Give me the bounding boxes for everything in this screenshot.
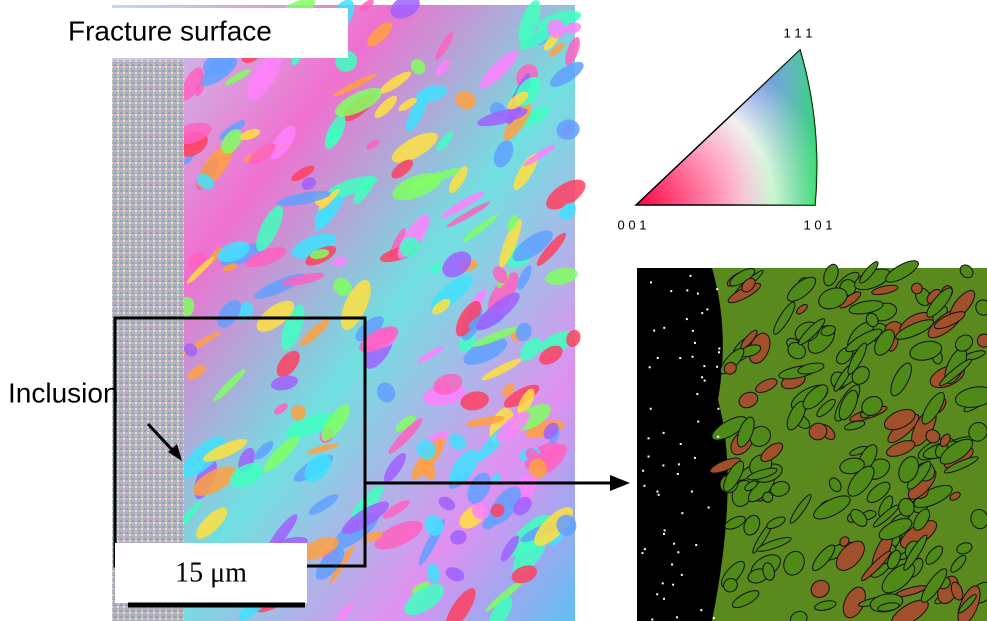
- grain: [650, 281, 652, 283]
- grain: [679, 357, 681, 359]
- zoom-map: [637, 257, 987, 621]
- inclusion-dark: [637, 268, 728, 621]
- grain: [717, 436, 719, 438]
- grain: [708, 507, 710, 509]
- ipf-overlay: [636, 50, 817, 205]
- grain: [691, 491, 693, 493]
- grain: [663, 533, 665, 535]
- grain: [694, 457, 696, 459]
- grain: [713, 617, 715, 619]
- ipf-label: 0 0 1: [618, 217, 647, 232]
- figure: Fracture surface Inclusion 15 μm 1 1 1 0…: [0, 0, 987, 621]
- grain: [642, 470, 644, 472]
- grain: [647, 437, 649, 439]
- fracture-label: Fracture surface: [68, 15, 272, 46]
- grain: [662, 464, 664, 466]
- grain: [704, 380, 706, 382]
- grain: [695, 544, 697, 546]
- grain: [701, 376, 703, 378]
- grain: [656, 491, 658, 493]
- grain: [673, 543, 675, 545]
- inclusion-label: Inclusion: [8, 377, 119, 408]
- grain: [716, 288, 718, 290]
- grain: [692, 330, 694, 332]
- grain: [656, 593, 658, 595]
- grain: [650, 408, 652, 410]
- grain: [658, 494, 660, 496]
- grain: [653, 330, 655, 332]
- grain: [686, 289, 688, 291]
- grain: [697, 293, 699, 295]
- grain: [643, 485, 645, 487]
- grain: [700, 609, 702, 611]
- grain: [647, 456, 649, 458]
- grain: [672, 584, 674, 586]
- grain: [690, 275, 692, 277]
- grain: [671, 564, 673, 566]
- grain: [663, 327, 665, 329]
- grain: [649, 366, 651, 368]
- grain: [681, 574, 683, 576]
- grain: [664, 529, 666, 531]
- grain: [692, 356, 694, 358]
- ipf-label: 1 0 1: [804, 217, 833, 232]
- grain: [670, 290, 672, 292]
- grain: [718, 348, 720, 350]
- grain: [717, 408, 719, 410]
- arrow-head: [610, 475, 630, 491]
- grain: [697, 421, 699, 423]
- grain: [716, 366, 718, 368]
- ipf-label: 1 1 1: [784, 25, 813, 40]
- grain: [657, 357, 659, 359]
- grain: [680, 443, 682, 445]
- grain: [651, 619, 653, 621]
- grain: [641, 552, 643, 554]
- grain: [677, 473, 679, 475]
- grain: [663, 432, 665, 434]
- grain: [694, 342, 696, 344]
- grain: [662, 582, 664, 584]
- grain: [718, 351, 720, 353]
- grain: [678, 463, 680, 465]
- grain: [644, 548, 646, 550]
- page: Fracture surface Inclusion 15 μm 1 1 1 0…: [0, 0, 987, 621]
- grain: [696, 393, 698, 395]
- grain: [701, 312, 703, 314]
- inclusion-region: [112, 60, 184, 621]
- grain: [686, 318, 688, 320]
- grain: [703, 365, 705, 367]
- grain: [681, 512, 683, 514]
- grain: [676, 616, 678, 618]
- grain: [663, 598, 665, 600]
- grain: [677, 551, 679, 553]
- scale-label: 15 μm: [175, 557, 247, 588]
- grain: [706, 308, 708, 310]
